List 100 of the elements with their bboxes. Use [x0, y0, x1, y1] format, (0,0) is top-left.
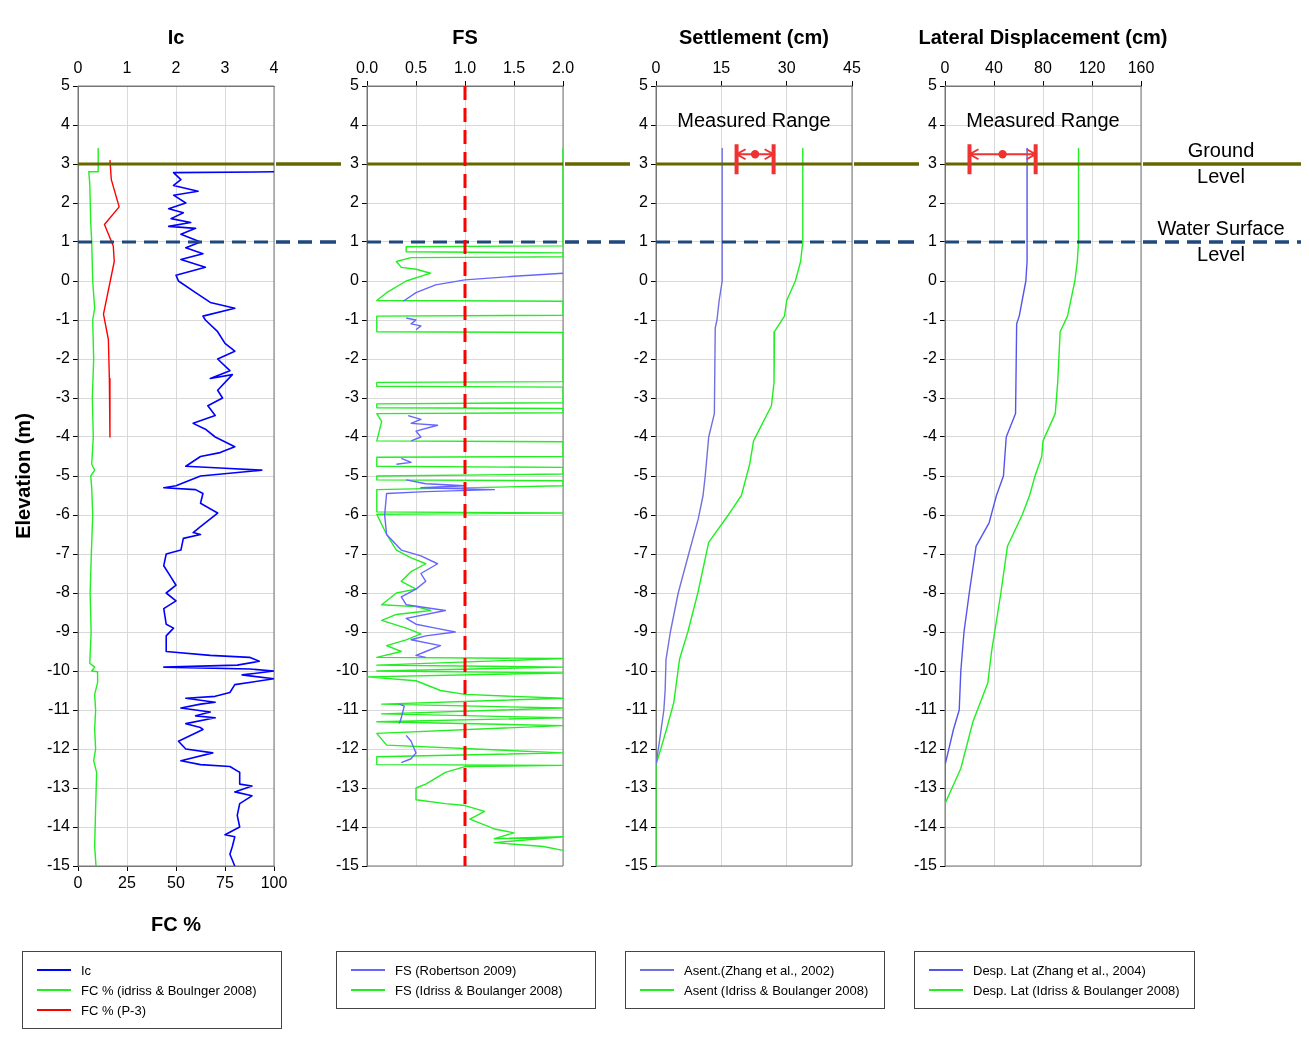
- y-tick-label: -8: [344, 583, 360, 601]
- x-tick-label: 0: [651, 58, 661, 76]
- x-tick-label: 30: [777, 58, 796, 76]
- x2-tick-label: 2: [171, 58, 181, 76]
- y-tick-label: -14: [624, 817, 649, 835]
- x-tick-label: 75: [216, 874, 234, 892]
- y-axis-title: Elevation (m): [11, 413, 34, 539]
- legend-label: FS (Robertson 2009): [395, 962, 517, 978]
- y-tick-label: -9: [55, 622, 71, 640]
- y-tick-label: -4: [633, 427, 649, 445]
- x2-tick-label: 4: [269, 58, 279, 76]
- y-tick-label: 4: [639, 115, 649, 133]
- annotation: Measured Range: [966, 108, 1120, 131]
- x-axis-title: FC %: [151, 912, 202, 935]
- y-tick-label: 0: [639, 271, 649, 289]
- x-tick-label: 45: [843, 58, 861, 76]
- x-tick-label: 0.5: [404, 58, 428, 76]
- ref-line-label: Water Surface Level: [1157, 216, 1285, 265]
- y-tick-label: 5: [928, 76, 938, 94]
- y-tick-label: -14: [913, 817, 938, 835]
- y-tick-label: -11: [626, 700, 649, 718]
- y-tick-label: -13: [46, 778, 71, 796]
- x-tick-label: 120: [1078, 58, 1106, 76]
- x2-axis-title: Ic: [167, 25, 185, 48]
- y-tick-label: -5: [633, 466, 649, 484]
- y-tick-label: -11: [48, 700, 71, 718]
- x-tick-label: 100: [260, 874, 288, 892]
- x-tick-label: 50: [167, 874, 185, 892]
- y-tick-label: -14: [335, 817, 360, 835]
- x-tick-label: 1.5: [502, 58, 526, 76]
- y-tick-label: 4: [61, 115, 71, 133]
- y-tick-label: 4: [350, 115, 360, 133]
- legend-label: Desp. Lat (Zhang et al., 2004): [973, 962, 1146, 978]
- ref-line-label: Ground Level: [1187, 138, 1255, 187]
- y-tick-label: -7: [922, 544, 938, 562]
- legend-label: Asent (Idriss & Boulanger 2008): [684, 982, 869, 998]
- y-tick-label: 1: [61, 232, 71, 250]
- x-tick-label: 160: [1127, 58, 1155, 76]
- y-tick-label: -4: [55, 427, 71, 445]
- y-tick-label: 3: [350, 154, 360, 172]
- y-tick-label: 3: [928, 154, 938, 172]
- y-tick-label: -13: [913, 778, 938, 796]
- x-tick-label: 2.0: [551, 58, 575, 76]
- y-tick-label: 2: [928, 193, 938, 211]
- legend-label: FC % (P-3): [81, 1002, 146, 1018]
- y-tick-label: -3: [922, 388, 938, 406]
- y-tick-label: 2: [350, 193, 360, 211]
- x-tick-label: 15: [712, 58, 731, 76]
- y-tick-label: -5: [922, 466, 938, 484]
- y-tick-label: -3: [633, 388, 649, 406]
- y-tick-label: -7: [344, 544, 360, 562]
- legend-label: FC % (idriss & Boulnger 2008): [81, 982, 257, 998]
- y-tick-label: -5: [344, 466, 360, 484]
- y-tick-label: -8: [633, 583, 649, 601]
- y-tick-label: -3: [344, 388, 360, 406]
- y-tick-label: -12: [624, 739, 649, 757]
- y-tick-label: -4: [922, 427, 938, 445]
- y-tick-label: 0: [61, 271, 71, 289]
- y-tick-label: -7: [633, 544, 649, 562]
- y-tick-label: 0: [350, 271, 360, 289]
- y-tick-label: -8: [922, 583, 938, 601]
- y-tick-label: -2: [633, 349, 649, 367]
- x-tick-label: 80: [1034, 58, 1052, 76]
- y-tick-label: -3: [55, 388, 71, 406]
- y-tick-label: 1: [639, 232, 649, 250]
- y-tick-label: -12: [46, 739, 71, 757]
- x-tick-label: 1.0: [453, 58, 477, 76]
- y-tick-label: -14: [46, 817, 71, 835]
- y-tick-label: -7: [55, 544, 71, 562]
- y-tick-label: 3: [61, 154, 71, 172]
- y-tick-label: 5: [61, 76, 71, 94]
- y-tick-label: -9: [633, 622, 649, 640]
- y-tick-label: 5: [350, 76, 360, 94]
- y-tick-label: -6: [633, 505, 649, 523]
- legend-label: Desp. Lat (Idriss & Boulanger 2008): [973, 982, 1180, 998]
- y-tick-label: 2: [639, 193, 649, 211]
- y-tick-label: -10: [913, 661, 938, 679]
- x-tick-label: 0.0: [355, 58, 379, 76]
- legend-label: Asent.(Zhang et al., 2002): [684, 962, 835, 978]
- y-tick-label: -11: [915, 700, 938, 718]
- legend-label: Ic: [81, 962, 92, 978]
- y-tick-label: 2: [61, 193, 71, 211]
- y-tick-label: -9: [344, 622, 360, 640]
- x2-tick-label: 3: [220, 58, 230, 76]
- y-tick-label: -15: [46, 856, 71, 874]
- y-tick-label: -1: [55, 310, 71, 328]
- y-tick-label: -6: [344, 505, 360, 523]
- y-tick-label: 1: [928, 232, 938, 250]
- x-axis-title: Lateral Displacement (cm): [918, 25, 1168, 48]
- x-tick-label: 25: [118, 874, 136, 892]
- x2-tick-label: 1: [122, 58, 132, 76]
- y-tick-label: -1: [633, 310, 649, 328]
- y-tick-label: -13: [335, 778, 360, 796]
- y-tick-label: -10: [624, 661, 649, 679]
- y-tick-label: -12: [913, 739, 938, 757]
- y-tick-label: -2: [922, 349, 938, 367]
- y-tick-label: -6: [55, 505, 71, 523]
- legend-label: FS (Idriss & Boulanger 2008): [395, 982, 563, 998]
- y-tick-label: 0: [928, 271, 938, 289]
- y-tick-label: -4: [344, 427, 360, 445]
